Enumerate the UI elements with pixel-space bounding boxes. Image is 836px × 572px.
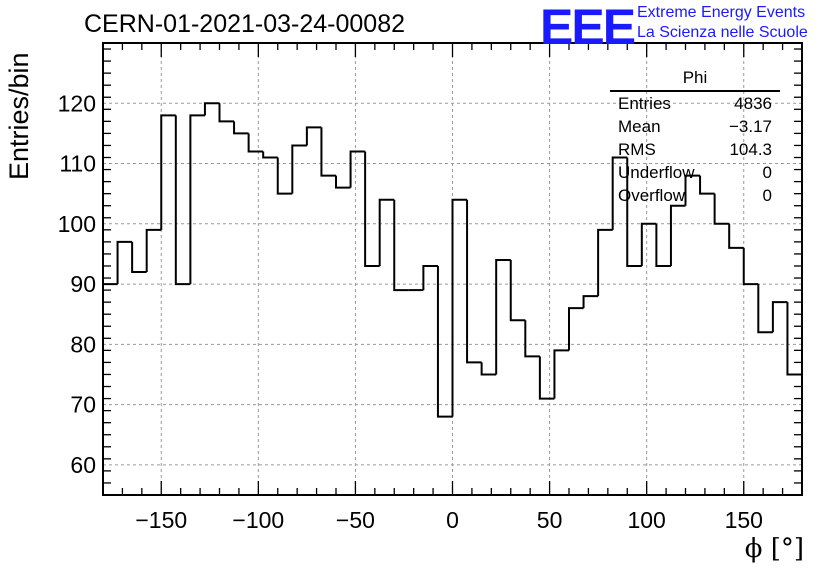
stats-value: 4836 (734, 94, 772, 113)
histogram-bin (713, 193, 730, 225)
stats-value: 104.3 (729, 140, 772, 159)
y-axis-label: Entries/bin (4, 52, 34, 180)
histogram-bin (247, 133, 264, 153)
histogram-bin (131, 241, 147, 274)
stats-row-entries: Entries 4836 (610, 92, 780, 115)
stats-box: Phi Entries 4836 Mean −3.17 RMS 104.3 Un… (610, 68, 780, 207)
histogram-bin (364, 151, 380, 267)
stats-value: 0 (762, 186, 772, 205)
histogram-bin (669, 204, 686, 266)
histogram-bin (335, 175, 351, 189)
histogram-bin (102, 283, 118, 495)
histogram-bin (174, 115, 191, 286)
y-tick-label: 60 (70, 452, 96, 478)
stats-row-overflow: Overflow 0 (610, 184, 780, 207)
histogram-bin (771, 301, 788, 333)
histogram-bin (626, 157, 642, 267)
x-tick-label: 100 (627, 507, 665, 533)
histogram-bin (480, 362, 497, 376)
eee-logo: EEE (540, 0, 636, 55)
y-tick-label: 90 (70, 271, 96, 297)
histogram-bin (160, 114, 176, 230)
x-tick-label: 150 (725, 507, 763, 533)
histogram-bin (422, 264, 438, 291)
y-tick-label: 70 (70, 392, 96, 418)
histogram-bin (495, 258, 511, 375)
logo-line-1: Extreme Energy Events (637, 4, 806, 21)
stats-title: Phi (610, 68, 780, 92)
histogram-bin (218, 103, 235, 123)
histogram-bin (524, 320, 540, 358)
y-tick-label: 120 (58, 90, 96, 116)
stats-label: Overflow (618, 186, 686, 205)
histogram-bin (582, 295, 599, 309)
histogram-bin (466, 199, 482, 364)
histogram-bin (276, 157, 293, 195)
x-tick-label: −50 (336, 507, 375, 533)
stats-row-rms: RMS 104.3 (610, 138, 780, 161)
histogram-bin (728, 223, 744, 249)
tick-labels-layer: −150 −100 −50 0 50 100 150 60 70 80 90 100 110 120 (58, 90, 763, 533)
histogram-bin (568, 307, 584, 351)
stats-value: 0 (762, 163, 772, 182)
histogram-bin (189, 114, 205, 285)
histogram-bin (597, 228, 613, 297)
histogram-bin (655, 223, 671, 267)
stats-label: Underflow (618, 163, 695, 182)
stats-label: Entries (618, 94, 671, 113)
histogram-bin (262, 151, 278, 159)
histogram-bin (378, 198, 395, 266)
histogram-bin (757, 284, 773, 334)
plot-frame (102, 42, 803, 496)
y-tick-label: 100 (58, 211, 96, 237)
histogram-bin (393, 199, 409, 292)
stats-row-underflow: Underflow 0 (610, 161, 780, 184)
histogram-bin (684, 174, 701, 206)
x-axis-label: ϕ [°] (744, 534, 804, 564)
x-tick-label: 50 (537, 507, 563, 533)
histogram-bin (116, 240, 133, 285)
y-tick-label: 110 (59, 151, 96, 177)
histogram-bin (291, 144, 307, 194)
histogram-bin (305, 126, 322, 146)
x-tick-label: 0 (446, 507, 459, 533)
histogram-bin (640, 222, 657, 266)
histogram-bin (436, 265, 453, 418)
histogram-bin (233, 121, 249, 135)
ticks-layer (102, 43, 803, 496)
histogram-bin (145, 228, 162, 273)
stats-label: Mean (618, 117, 661, 136)
histogram-bin (553, 349, 569, 399)
stats-row-mean: Mean −3.17 (610, 115, 780, 138)
stats-label: RMS (618, 140, 656, 159)
histogram-bin (699, 175, 715, 195)
histogram-bin (742, 247, 759, 286)
stats-value: −3.17 (728, 117, 772, 136)
plot-title: CERN-01-2021-03-24-00082 (84, 10, 406, 38)
histogram-bin (203, 102, 220, 116)
y-tick-label: 80 (70, 331, 96, 357)
histogram-bin (509, 259, 526, 322)
x-tick-label: −100 (232, 507, 284, 533)
x-tick-label: −150 (135, 507, 187, 533)
histogram-bin (320, 127, 336, 177)
histogram-bin (611, 156, 628, 230)
histogram-bin (451, 198, 468, 417)
histogram-bin (349, 150, 366, 188)
logo-line-2: La Scienza nelle Scuole (637, 24, 808, 41)
histogram-bin (538, 356, 555, 400)
